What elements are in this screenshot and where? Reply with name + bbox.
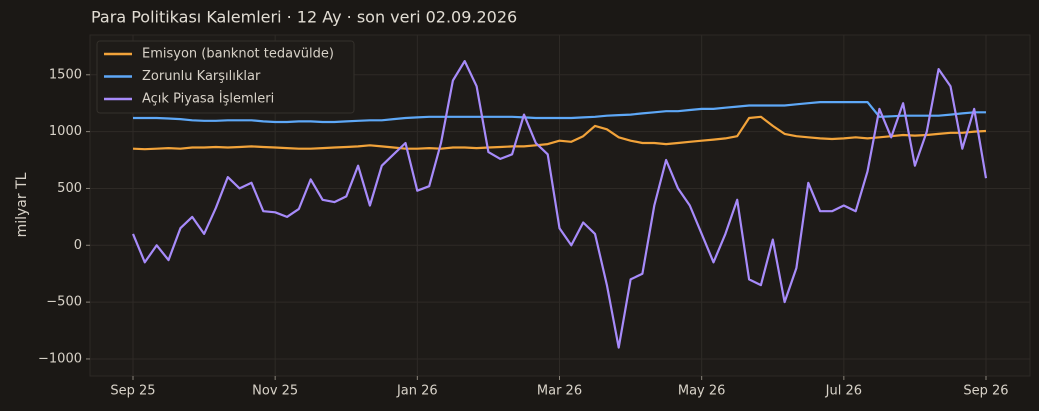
legend-box <box>96 40 355 114</box>
legend-label: Zorunlu Karşılıklar <box>142 69 261 84</box>
y-tick-label: 1500 <box>49 67 82 82</box>
x-tick-label: Nov 25 <box>252 384 298 399</box>
y-tick-label: 0 <box>74 238 82 253</box>
y-tick-label: −1000 <box>38 351 82 366</box>
y-tick-label: −500 <box>46 295 82 310</box>
x-tick-label: Jan 26 <box>396 384 438 399</box>
legend-label: Açık Piyasa İşlemleri <box>142 91 274 107</box>
x-tick-label: Sep 25 <box>110 384 155 399</box>
x-tick-label: Mar 26 <box>537 384 582 399</box>
chart-title: Para Politikası Kalemleri · 12 Ay · son … <box>91 8 517 27</box>
legend-label: Emisyon (banknot tedavülde) <box>142 47 334 62</box>
y-axis-label: milyar TL <box>14 172 30 237</box>
x-tick-label: May 26 <box>678 384 726 399</box>
y-tick-label: 1000 <box>49 124 82 139</box>
series-line <box>132 115 987 151</box>
x-tick-label: Jul 26 <box>825 384 862 399</box>
series-line <box>133 100 986 124</box>
y-tick-label: 500 <box>57 181 82 196</box>
series-line <box>131 59 988 349</box>
x-tick-label: Sep 26 <box>963 384 1008 399</box>
